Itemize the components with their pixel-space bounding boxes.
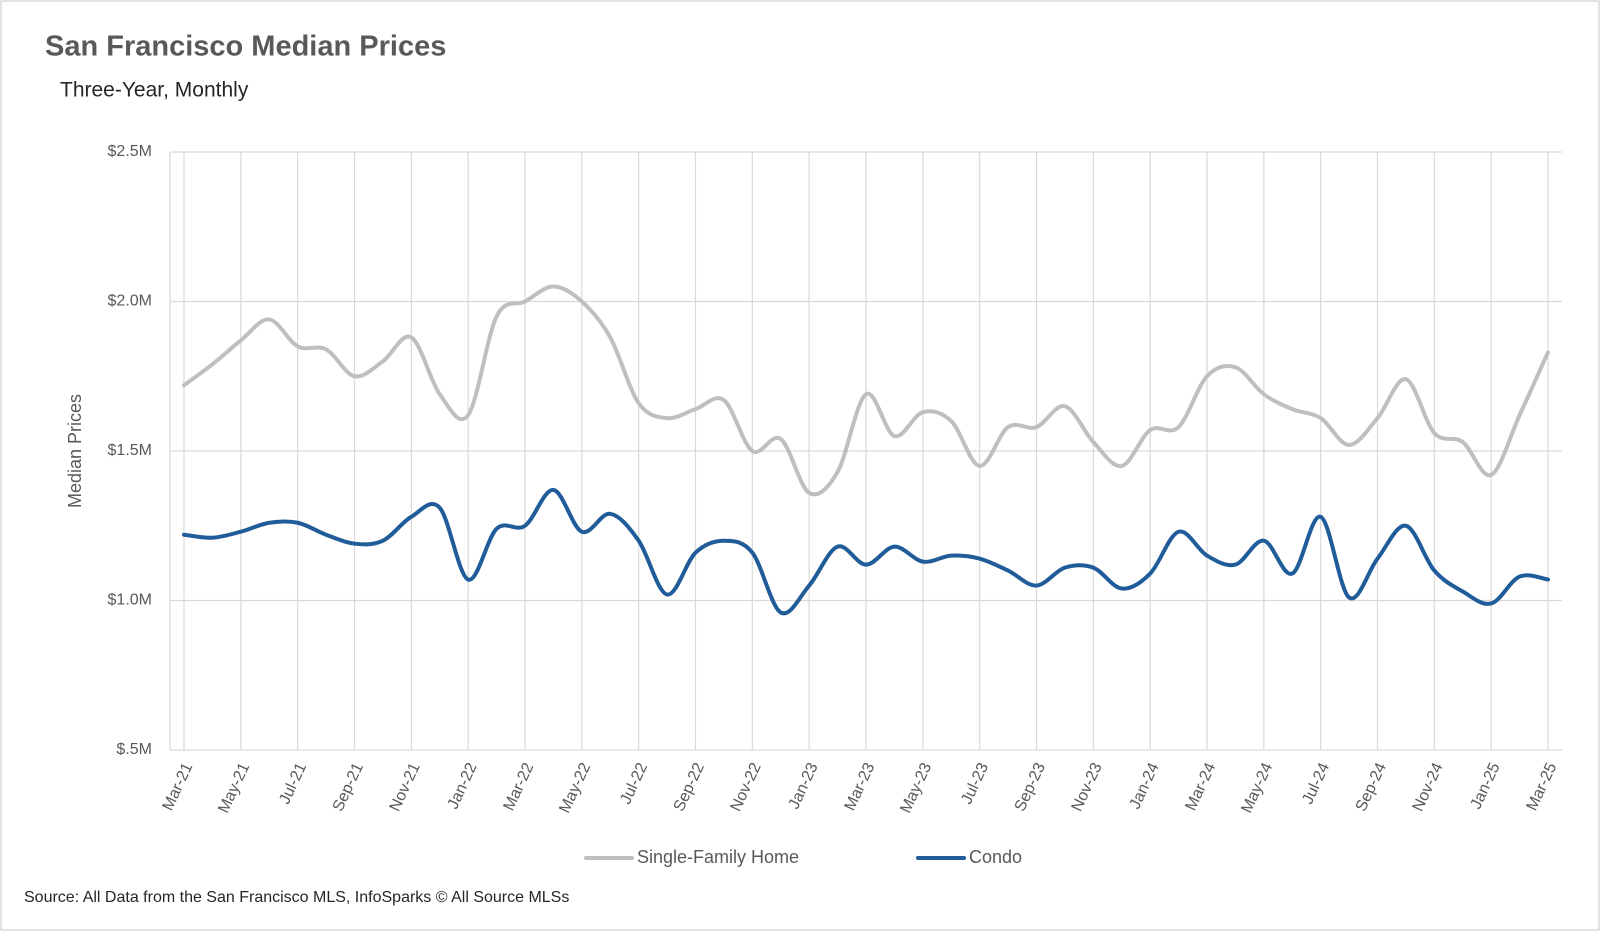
y-tick-label: $2.5M: [108, 143, 152, 160]
x-tick-label: Sep-23: [1012, 760, 1049, 814]
x-tick-label: Jul-21: [276, 760, 310, 807]
x-tick-label: Jul-23: [958, 760, 992, 807]
series-line: [182, 487, 1550, 616]
x-tick-label: Mar-25: [1524, 760, 1561, 813]
x-tick-label: Nov-21: [387, 760, 424, 814]
chart-subtitle: Three-Year, Monthly: [60, 79, 249, 102]
x-tick-label: Mar-21: [160, 760, 197, 813]
x-tick-label: Nov-24: [1410, 760, 1447, 814]
x-tick-label: Jul-22: [617, 760, 651, 807]
x-tick-label: Jan-25: [1468, 760, 1504, 812]
series-line: [182, 284, 1550, 497]
legend-label: Single-Family Home: [637, 847, 799, 867]
x-tick-label: Nov-22: [728, 760, 765, 814]
x-tick-label: May-23: [897, 760, 935, 816]
x-tick-label: May-21: [215, 760, 253, 816]
y-tick-label: $.5M: [116, 741, 152, 758]
x-tick-label: Jul-24: [1299, 760, 1333, 807]
legend-label: Condo: [969, 847, 1022, 867]
x-tick-label: Sep-22: [671, 760, 708, 814]
y-tick-label: $1.5M: [108, 442, 152, 459]
x-tick-label: Jan-24: [1127, 760, 1163, 812]
x-tick-label: May-22: [556, 760, 594, 816]
y-tick-label: $1.0M: [108, 592, 152, 609]
x-tick-label: Mar-23: [842, 760, 879, 813]
x-tick-label: May-24: [1238, 760, 1276, 816]
x-tick-label: Jan-23: [786, 760, 822, 812]
source-note: Source: All Data from the San Francisco …: [24, 889, 569, 906]
y-tick-label: $2.0M: [108, 293, 152, 310]
y-axis-label: Median Prices: [65, 394, 85, 508]
x-tick-label: Mar-22: [501, 760, 538, 813]
x-tick-label: Mar-24: [1183, 760, 1220, 813]
chart-title: San Francisco Median Prices: [45, 31, 446, 63]
x-tick-label: Nov-23: [1069, 760, 1106, 814]
x-tick-label: Sep-21: [330, 760, 367, 814]
x-tick-label: Jan-22: [445, 760, 481, 812]
x-tick-label: Sep-24: [1353, 760, 1390, 814]
